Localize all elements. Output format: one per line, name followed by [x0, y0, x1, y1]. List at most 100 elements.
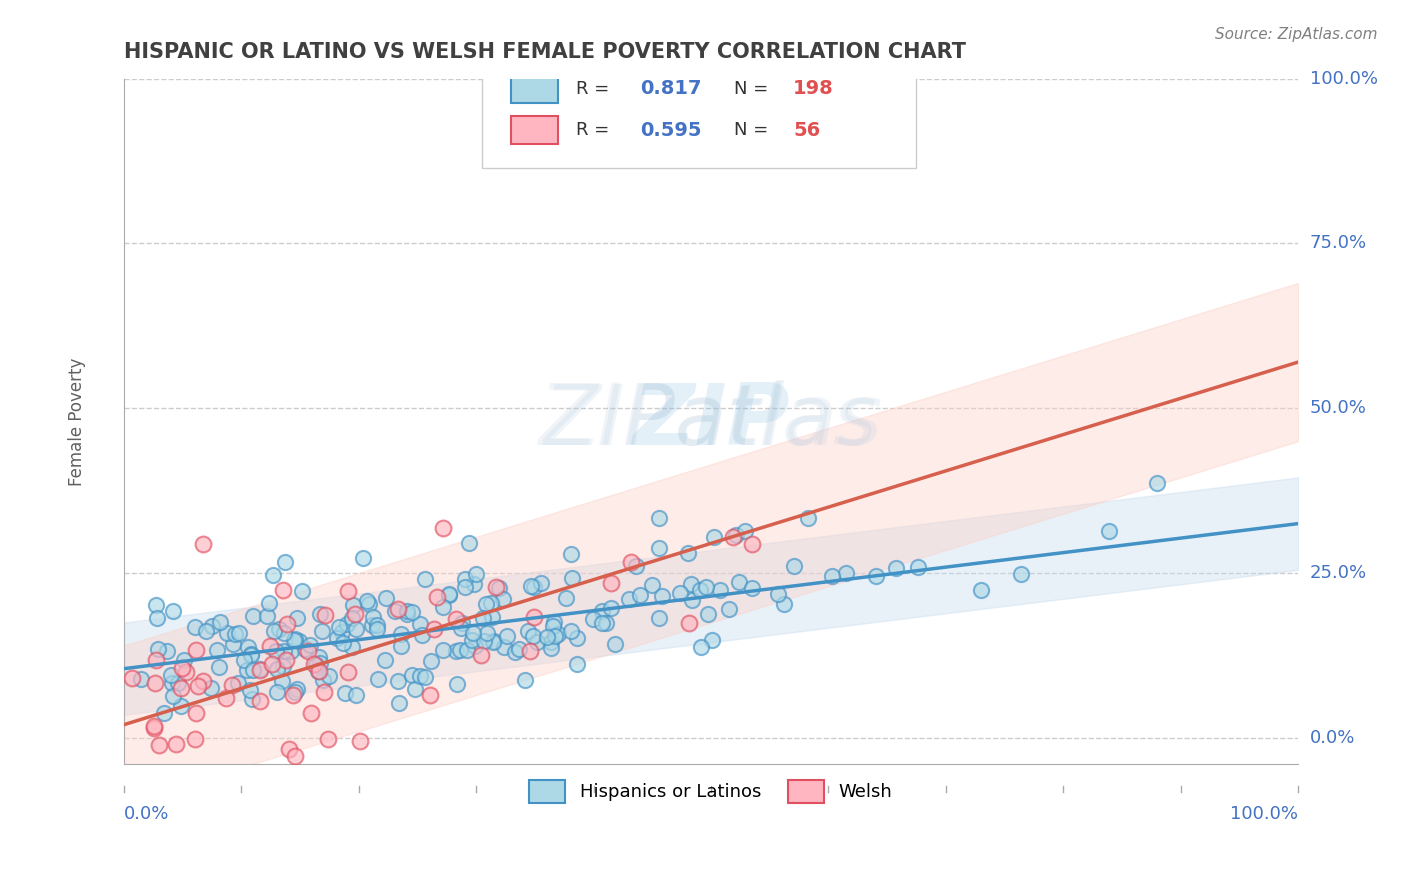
Point: [419, 689, 441, 703]
Point: [337, 584, 360, 599]
Point: [555, 591, 578, 606]
Point: [249, 663, 271, 677]
Point: [360, 618, 382, 632]
Point: [309, 607, 332, 621]
Point: [718, 602, 741, 616]
Point: [121, 671, 143, 685]
Point: [541, 619, 564, 633]
Point: [336, 617, 359, 632]
Point: [259, 639, 281, 653]
Point: [582, 612, 605, 626]
Point: [457, 535, 479, 549]
Point: [641, 578, 664, 592]
Text: 0.0%: 0.0%: [1310, 729, 1355, 747]
Point: [340, 611, 363, 625]
Point: [389, 640, 412, 654]
Point: [162, 689, 184, 703]
Point: [404, 681, 426, 696]
Point: [240, 692, 263, 706]
Point: [709, 583, 731, 598]
Point: [413, 670, 436, 684]
Point: [333, 686, 356, 700]
Point: [484, 580, 506, 594]
Point: [477, 626, 499, 640]
Point: [668, 585, 690, 599]
Point: [266, 644, 288, 658]
Point: [454, 580, 477, 594]
Point: [725, 528, 748, 542]
Text: R =: R =: [576, 80, 614, 98]
Point: [595, 616, 617, 631]
Point: [184, 643, 207, 657]
Point: [299, 706, 322, 720]
Point: [344, 622, 367, 636]
Point: [311, 624, 333, 638]
Point: [420, 654, 443, 668]
Point: [628, 589, 651, 603]
Legend: Hispanics or Latinos, Welsh: Hispanics or Latinos, Welsh: [515, 766, 907, 817]
Point: [619, 555, 641, 569]
Text: 0.595: 0.595: [641, 120, 702, 139]
Point: [648, 541, 671, 555]
Point: [170, 681, 193, 695]
Point: [349, 734, 371, 748]
Point: [491, 591, 513, 606]
Point: [330, 624, 353, 639]
Point: [426, 590, 449, 604]
Point: [278, 741, 301, 756]
Text: HISPANIC OR LATINO VS WELSH FEMALE POVERTY CORRELATION CHART: HISPANIC OR LATINO VS WELSH FEMALE POVER…: [124, 42, 966, 62]
Point: [475, 597, 498, 611]
Point: [156, 644, 179, 658]
Point: [389, 627, 412, 641]
Point: [413, 573, 436, 587]
Point: [249, 694, 271, 708]
Point: [284, 685, 307, 699]
Point: [456, 643, 478, 657]
Point: [307, 664, 329, 678]
Text: 198: 198: [793, 79, 834, 98]
Point: [464, 639, 486, 653]
Point: [256, 609, 278, 624]
Point: [236, 640, 259, 655]
Point: [367, 673, 389, 687]
Text: ZIPatlas: ZIPatlas: [538, 380, 883, 463]
Point: [766, 587, 789, 601]
Point: [449, 643, 471, 657]
Point: [384, 604, 406, 618]
Text: 0.0%: 0.0%: [124, 805, 169, 823]
Point: [388, 696, 411, 710]
Point: [1010, 567, 1032, 582]
Point: [328, 620, 350, 634]
Point: [240, 648, 263, 662]
Point: [741, 582, 763, 596]
Point: [543, 615, 565, 629]
Point: [526, 634, 548, 648]
Point: [166, 675, 188, 690]
Point: [648, 611, 671, 625]
Text: 56: 56: [793, 120, 820, 139]
Point: [600, 575, 623, 590]
Point: [187, 680, 209, 694]
Text: ZIP: ZIP: [633, 380, 790, 463]
Point: [411, 628, 433, 642]
Point: [159, 668, 181, 682]
Point: [690, 640, 713, 655]
Point: [162, 676, 184, 690]
Point: [561, 571, 583, 585]
Point: [519, 643, 541, 657]
Text: 100.0%: 100.0%: [1230, 805, 1298, 823]
Point: [318, 669, 340, 683]
Point: [821, 568, 844, 582]
Point: [395, 604, 418, 618]
Point: [1146, 475, 1168, 490]
Point: [284, 749, 307, 764]
Point: [226, 676, 249, 690]
Text: ZIPatlas: ZIPatlas: [544, 381, 877, 462]
Point: [174, 665, 197, 680]
Point: [165, 737, 187, 751]
Text: 100.0%: 100.0%: [1310, 70, 1378, 87]
Point: [721, 530, 744, 544]
Point: [479, 596, 502, 610]
Point: [283, 632, 305, 647]
Point: [543, 630, 565, 644]
